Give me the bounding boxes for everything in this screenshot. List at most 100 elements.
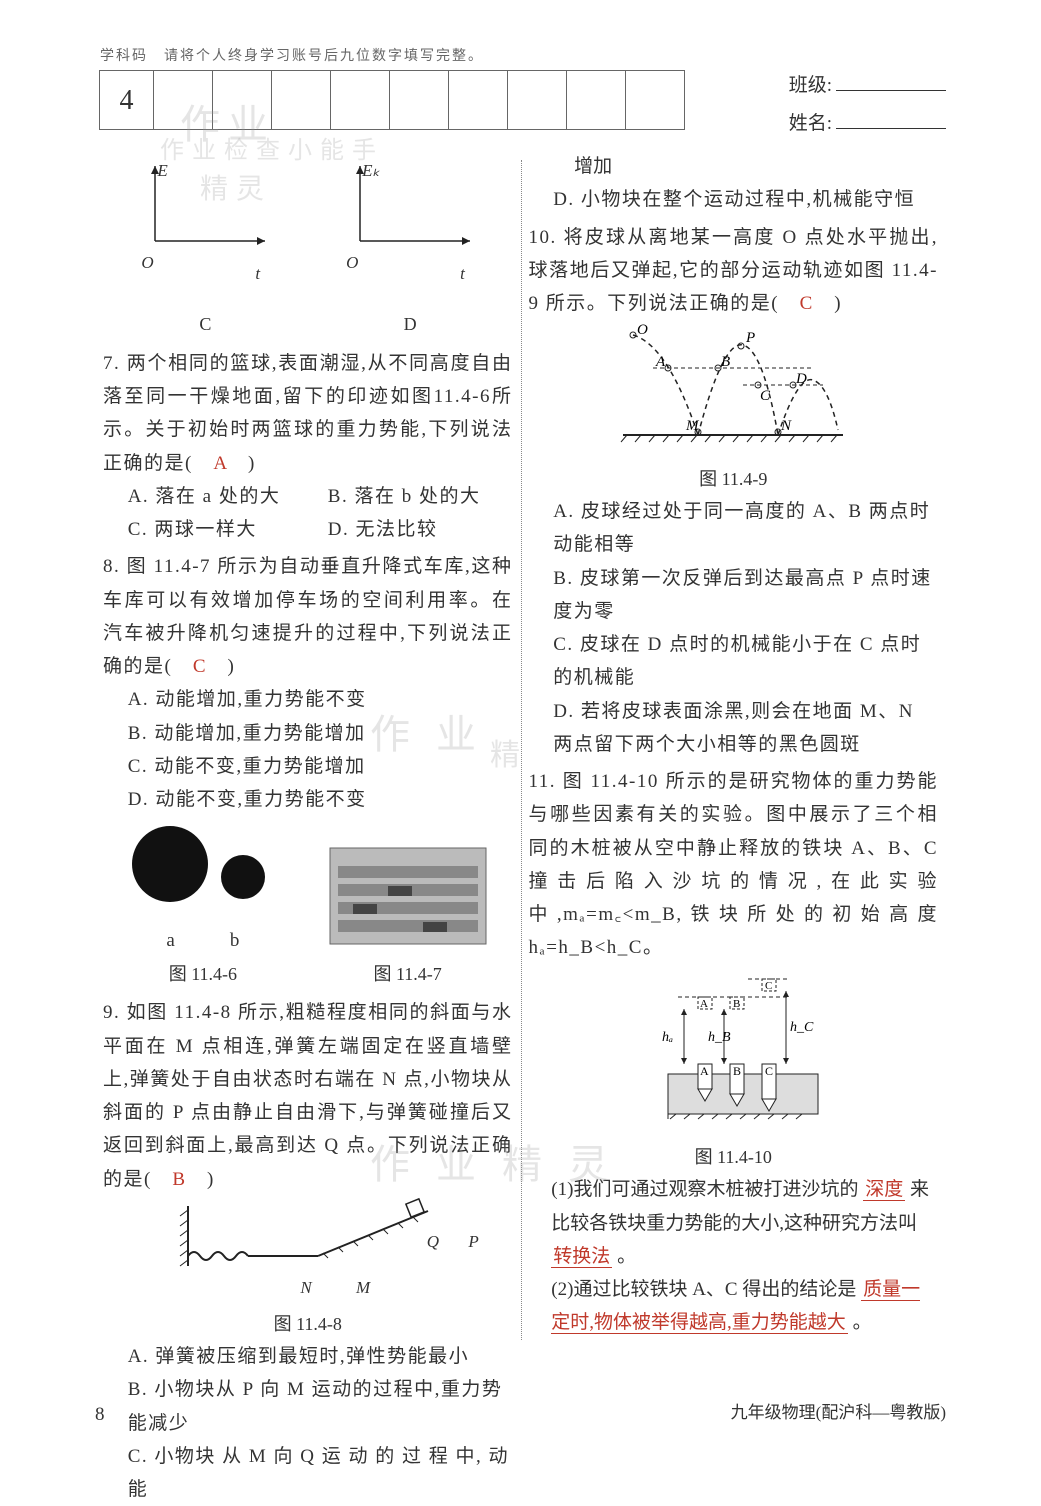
q9-close: ) xyxy=(187,1169,215,1190)
q9-opt-d-wrap: D. 小物块在整个运动过程中,机械能守恒 xyxy=(529,183,939,216)
account-box-7 xyxy=(507,70,567,130)
q11-2-pre: (2)通过比较铁块 A、C 得出的结论是 xyxy=(551,1279,856,1300)
fig10-top-a: A xyxy=(700,998,708,1010)
q9-opt-d: D. 小物块在整个运动过程中,机械能守恒 xyxy=(553,183,938,216)
q7-opt-d: D. 无法比较 xyxy=(328,513,438,546)
fig8-p: P xyxy=(468,1232,478,1251)
q10-opt-d: D. 若将皮球表面涂黑,则会在地面 M、N 两点留下两个大小相等的黑色圆斑 xyxy=(553,695,938,762)
q9-opt-a: A. 弹簧被压缩到最短时,弹性势能最小 xyxy=(128,1340,513,1373)
question-9: 9. 如图 11.4-8 所示,粗糙程度相同的斜面与水平面在 M 点相连,弹簧左… xyxy=(103,996,513,1196)
question-10: 10. 将皮球从离地某一高度 O 点处水平抛出,球落地后又弹起,它的部分运动轨迹… xyxy=(529,221,939,321)
fig6-cap: 图 11.4-6 xyxy=(128,959,278,991)
content-area: E O t C Eₖ O t D 7. 两个相同的篮球,表面潮湿,从不同高度自 xyxy=(95,150,946,1381)
q7-options: A. 落在 a 处的大B. 落在 b 处的大 C. 两球一样大D. 无法比较 xyxy=(103,480,513,547)
q11-sub2: (2)通过比较铁块 A、C 得出的结论是 质量一定时,物体被举得越高,重力势能越… xyxy=(529,1273,939,1340)
account-box-2 xyxy=(212,70,272,130)
graph-d: Eₖ O t D xyxy=(340,156,480,341)
fig9-o: O xyxy=(637,322,648,338)
header-note: 学科码 请将个人终身学习账号后九位数字填写完整。 xyxy=(100,45,484,70)
question-7: 7. 两个相同的篮球,表面潮湿,从不同高度自由落至同一干燥地面,留下的印迹如图1… xyxy=(103,347,513,480)
q11-1-end: 。 xyxy=(617,1246,636,1267)
right-column: 增加 D. 小物块在整个运动过程中,机械能守恒 10. 将皮球从离地某一高度 O… xyxy=(521,150,947,1381)
fig9-m: M xyxy=(685,418,700,434)
fig10-cap: 图 11.4-10 xyxy=(529,1142,939,1174)
q7-opt-c: C. 两球一样大 xyxy=(128,513,328,546)
account-box-0: 4 xyxy=(99,70,154,130)
q8-opt-c: C. 动能不变,重力势能增加 xyxy=(128,750,513,783)
fig6-a: a xyxy=(166,930,174,951)
fig10-top-b: B xyxy=(733,998,740,1010)
q11-sub1: (1)我们可通过观察木桩被打进沙坑的 深度 来比较各铁块重力势能的大小,这种研究… xyxy=(529,1173,939,1273)
account-box-9 xyxy=(625,70,685,130)
q7-answer: A xyxy=(213,453,227,474)
q10-opt-b: B. 皮球第一次反弹后到达最高点 P 点时速度为零 xyxy=(553,562,938,629)
student-info: 班级: 姓名: xyxy=(789,68,946,144)
fig6-svg xyxy=(128,822,278,912)
fig9-svg: O P A B C D M N xyxy=(613,320,853,450)
account-box-4 xyxy=(330,70,390,130)
account-boxes: 4 xyxy=(100,70,685,130)
page-number: 8 xyxy=(95,1398,105,1431)
fig9-p: P xyxy=(745,330,755,346)
q7-opt-a: A. 落在 a 处的大 xyxy=(128,480,328,513)
footer: 8 九年级物理(配沪科—粤教版) xyxy=(95,1398,946,1431)
graph-c: E O t C xyxy=(135,156,275,341)
name-line xyxy=(836,106,946,129)
fig7-cap: 图 11.4-7 xyxy=(328,959,488,991)
book-title: 九年级物理(配沪科—粤教版) xyxy=(731,1398,946,1431)
q9-opt-c: C. 小物块 从 M 向 Q 运 动 的 过 程 中, 动 能 xyxy=(128,1440,513,1506)
fig10-hc: h_C xyxy=(790,1020,814,1035)
account-box-8 xyxy=(566,70,626,130)
fig9-d: D xyxy=(795,371,807,387)
q9-cont: 增加 xyxy=(529,150,939,183)
fig10-box-b: B xyxy=(733,1064,741,1078)
fig10-top-c: C xyxy=(765,980,772,992)
q9-text: 9. 如图 11.4-8 所示,粗糙程度相同的斜面与水平面在 M 点相连,弹簧左… xyxy=(103,1002,513,1189)
fig9-b: B xyxy=(721,354,730,370)
q7-close: ) xyxy=(228,453,256,474)
account-box-5 xyxy=(389,70,449,130)
class-line xyxy=(836,68,946,91)
q7-text: 7. 两个相同的篮球,表面潮湿,从不同高度自由落至同一干燥地面,留下的印迹如图1… xyxy=(103,353,513,474)
account-box-1 xyxy=(153,70,213,130)
left-column: E O t C Eₖ O t D 7. 两个相同的篮球,表面潮湿,从不同高度自 xyxy=(95,150,521,1381)
name-label: 姓名: xyxy=(789,107,832,140)
graphs-cd: E O t C Eₖ O t D xyxy=(103,156,513,341)
fig-11-4-7: 图 11.4-7 xyxy=(328,846,488,991)
fig9-c: C xyxy=(760,388,771,404)
q11-1-pre: (1)我们可通过观察木桩被打进沙坑的 xyxy=(551,1179,858,1200)
q10-close: ) xyxy=(814,293,842,314)
q7-opt-b: B. 落在 b 处的大 xyxy=(328,480,481,513)
fig9-cap: 图 11.4-9 xyxy=(529,464,939,496)
fig-11-4-8: N M Q P 图 11.4-8 xyxy=(103,1196,513,1340)
graph-c-cap: C xyxy=(135,309,275,341)
fig8-n: N xyxy=(300,1278,311,1297)
fig8-q: Q xyxy=(427,1232,439,1251)
q8-close: ) xyxy=(207,656,235,677)
fig9-n: N xyxy=(780,418,792,434)
fig10-hb: h_B xyxy=(708,1030,731,1045)
fig10-svg: A B C A B C hₐ h_B xyxy=(628,969,838,1129)
q10-opt-c: C. 皮球在 D 点时的机械能小于在 C 点时的机械能 xyxy=(553,628,938,695)
class-label: 班级: xyxy=(789,69,832,102)
graph-d-cap: D xyxy=(340,309,480,341)
q10-answer: C xyxy=(800,293,814,314)
fig6-fig7-row: a b 图 11.4-6 图 11.4-7 xyxy=(103,822,513,990)
q8-opt-a: A. 动能增加,重力势能不变 xyxy=(128,683,513,716)
q11-1-ans1: 深度 xyxy=(863,1179,905,1201)
q11-2-end: 。 xyxy=(853,1312,872,1333)
question-11: 11. 图 11.4-10 所示的是研究物体的重力势能与哪些因素有关的实验。图中… xyxy=(529,765,939,965)
q8-opt-d: D. 动能不变,重力势能不变 xyxy=(128,783,513,816)
q10-text: 10. 将皮球从离地某一高度 O 点处水平抛出,球落地后又弹起,它的部分运动轨迹… xyxy=(529,227,939,315)
fig10-box-c: C xyxy=(765,1064,773,1078)
fig6-b: b xyxy=(230,930,240,951)
fig10-ha: hₐ xyxy=(662,1030,673,1045)
q8-options: A. 动能增加,重力势能不变 B. 动能增加,重力势能增加 C. 动能不变,重力… xyxy=(103,683,513,816)
account-box-6 xyxy=(448,70,508,130)
fig8-cap: 图 11.4-8 xyxy=(103,1309,513,1341)
graph-d-ylabel: Eₖ xyxy=(362,156,502,186)
account-box-3 xyxy=(271,70,331,130)
fig-11-4-9: O P A B C D M N 图 11.4-9 xyxy=(529,320,939,495)
q10-opt-a: A. 皮球经过处于同一高度的 A、B 两点时动能相等 xyxy=(553,495,938,562)
question-8: 8. 图 11.4-7 所示为自动垂直升降式车库,这种车库可以有效增加停车场的空… xyxy=(103,550,513,683)
